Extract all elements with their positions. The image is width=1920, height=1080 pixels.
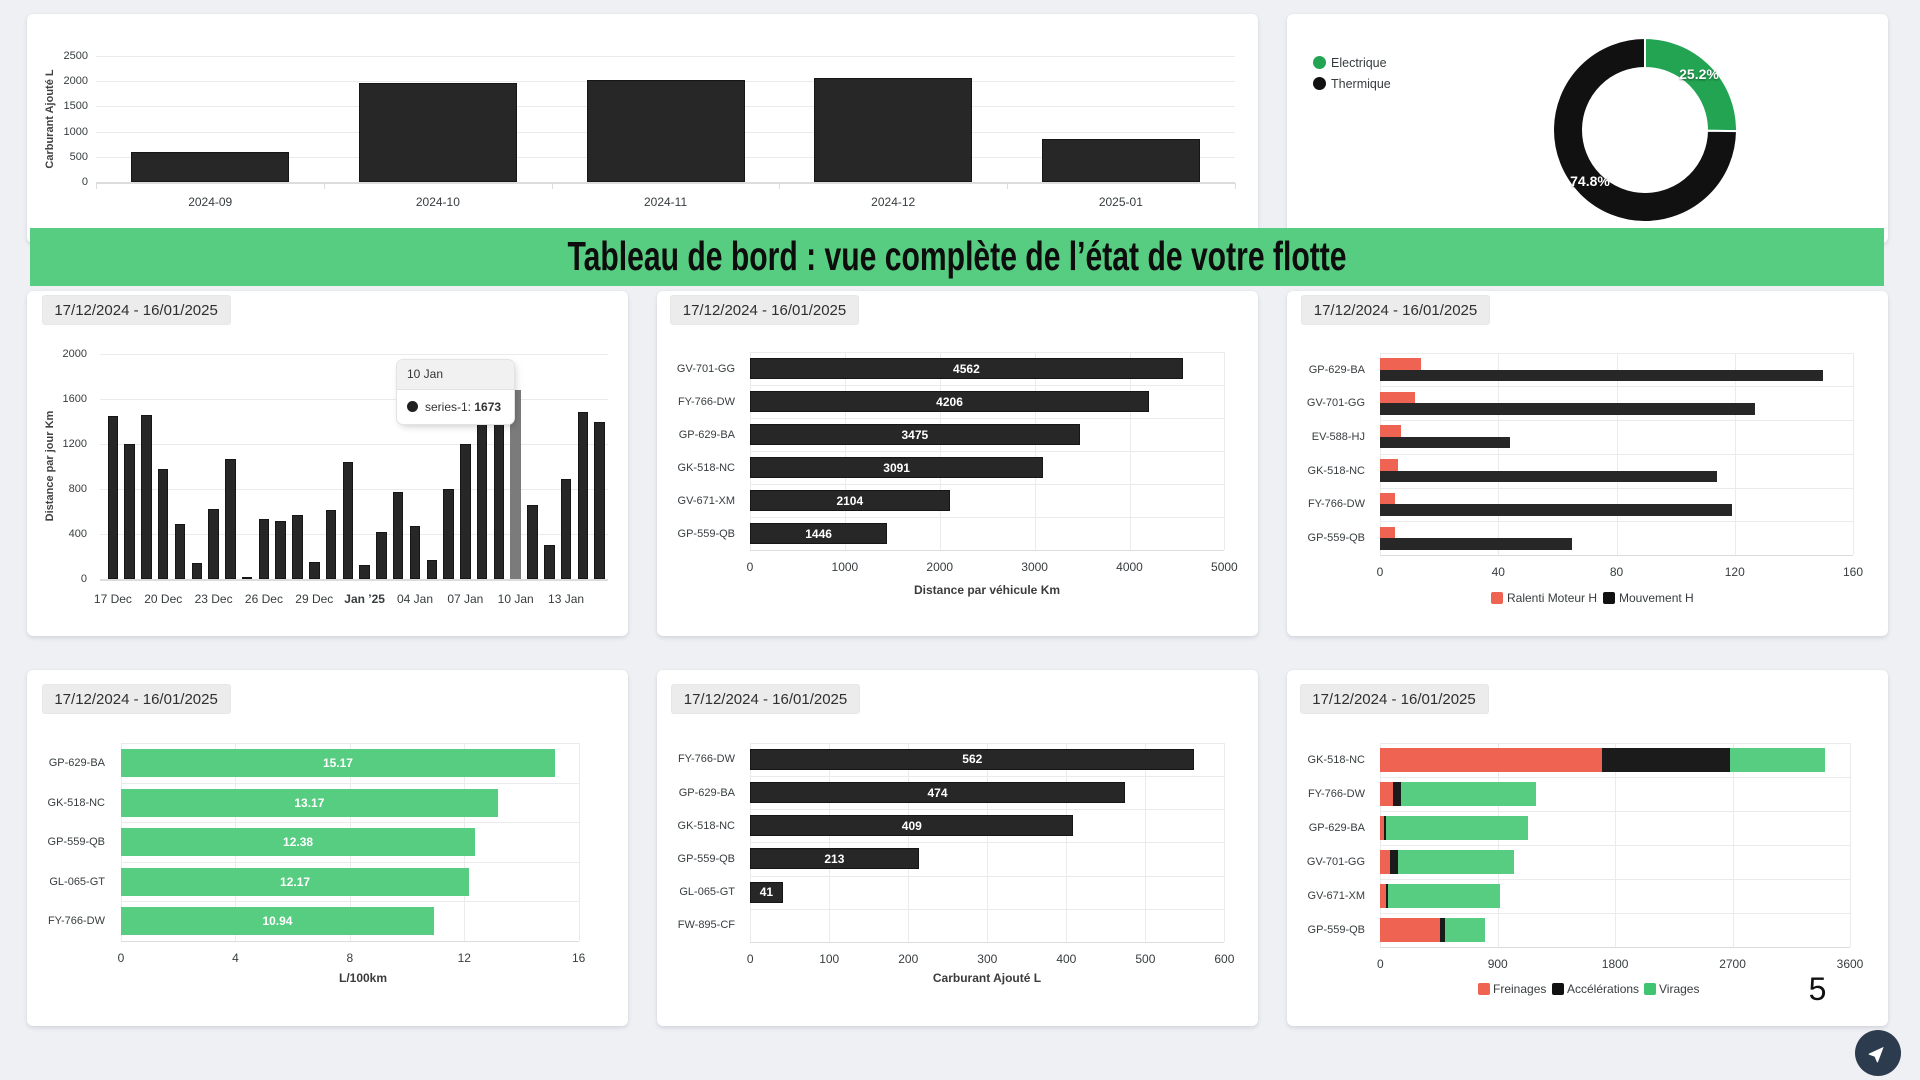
svg-text:Tableau de bord : vue complète: Tableau de bord : vue complète de l’état…: [568, 233, 1347, 279]
